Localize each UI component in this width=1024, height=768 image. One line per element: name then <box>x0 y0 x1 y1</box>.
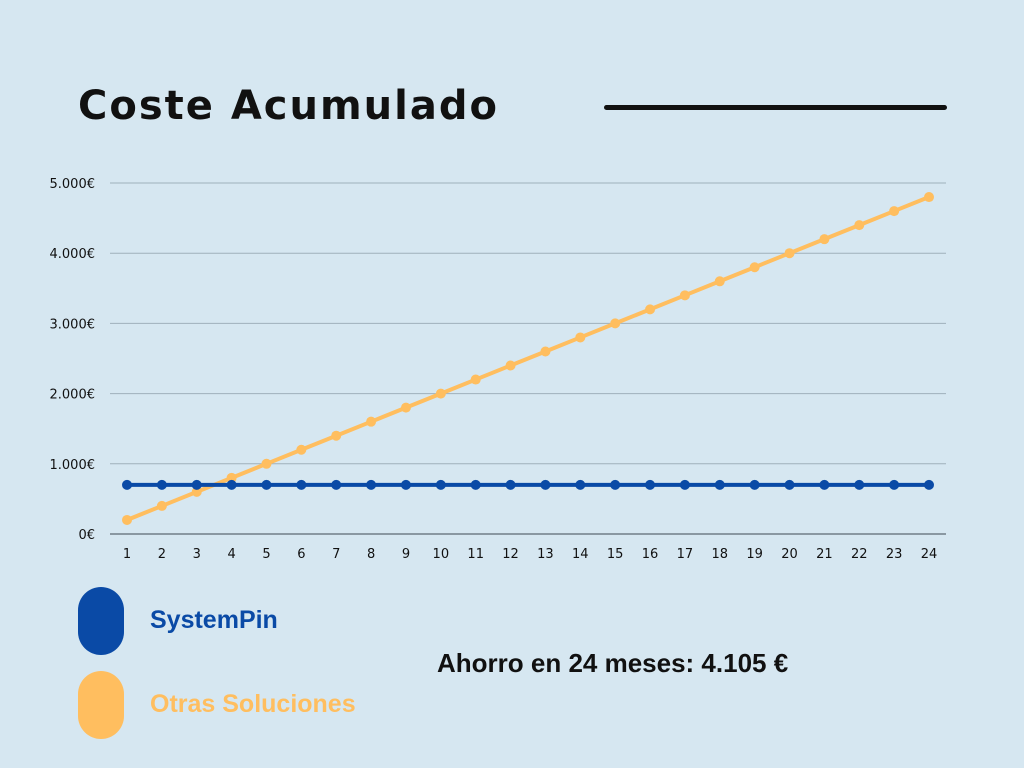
data-point-otras-soluciones <box>435 388 446 399</box>
data-point-systempin <box>261 479 272 490</box>
data-point-systempin <box>854 479 865 490</box>
data-point-systempin <box>366 479 377 490</box>
x-tick-label: 5 <box>262 547 270 562</box>
data-point-systempin <box>819 479 830 490</box>
x-tick-label: 8 <box>367 547 375 562</box>
x-tick-label: 11 <box>467 547 484 562</box>
data-point-otras-soluciones <box>191 486 202 497</box>
data-point-otras-soluciones <box>819 234 830 245</box>
x-tick-label: 17 <box>677 547 694 562</box>
data-point-systempin <box>122 479 132 490</box>
data-point-otras-soluciones <box>156 500 167 511</box>
chart-title: Coste Acumulado <box>78 83 499 129</box>
data-point-systempin <box>400 479 411 490</box>
data-point-systempin <box>156 479 167 490</box>
x-tick-label: 4 <box>227 547 235 562</box>
data-point-systempin <box>784 479 795 490</box>
x-tick-label: 16 <box>642 547 659 562</box>
data-point-otras-soluciones <box>540 346 551 357</box>
x-tick-label: 7 <box>332 547 340 562</box>
data-point-otras-soluciones <box>575 332 586 343</box>
data-point-otras-soluciones <box>679 290 690 301</box>
data-point-otras-soluciones <box>331 430 342 441</box>
data-point-otras-soluciones <box>470 374 481 385</box>
data-point-otras-soluciones <box>749 262 760 273</box>
data-point-otras-soluciones <box>366 416 377 427</box>
x-tick-label: 3 <box>193 547 201 562</box>
y-tick-label: 0€ <box>78 528 95 543</box>
data-point-systempin <box>889 479 900 490</box>
data-point-systempin <box>540 479 551 490</box>
data-point-otras-soluciones <box>296 444 307 455</box>
series-line-otras-soluciones <box>125 195 931 522</box>
x-tick-label: 21 <box>816 547 833 562</box>
series-lines <box>122 192 934 525</box>
data-point-otras-soluciones <box>610 318 621 329</box>
data-point-otras-soluciones <box>122 514 132 525</box>
legend-label-systempin: SystemPin <box>150 606 278 634</box>
data-point-systempin <box>505 479 516 490</box>
series-systempin <box>122 479 934 490</box>
data-point-systempin <box>714 479 725 490</box>
y-axis-tick-labels: 0€ 1.000€ 2.000€ 3.000€ 4.000€ 5.000€ <box>50 177 96 543</box>
data-point-otras-soluciones <box>226 472 237 483</box>
x-tick-label: 24 <box>921 547 938 562</box>
data-point-otras-soluciones <box>924 192 934 203</box>
data-point-systempin <box>191 479 202 490</box>
data-point-systempin <box>575 479 586 490</box>
x-tick-label: 12 <box>502 547 519 562</box>
x-tick-label: 14 <box>572 547 589 562</box>
data-point-systempin <box>749 479 760 490</box>
data-point-systempin <box>924 479 934 490</box>
data-point-otras-soluciones <box>645 304 656 315</box>
grid-lines <box>110 182 946 535</box>
x-tick-label: 18 <box>712 547 729 562</box>
y-tick-label: 3.000€ <box>50 317 96 332</box>
data-point-otras-soluciones <box>854 220 865 231</box>
x-tick-label: 20 <box>781 547 798 562</box>
x-axis-tick-labels: 1 2 3 4 5 6 7 8 9 10 11 12 13 14 15 16 17 18 19 20 21 22 23 24 <box>123 547 937 562</box>
legend-label-otras-soluciones: Otras Soluciones <box>150 690 356 718</box>
data-point-systempin <box>226 479 237 490</box>
x-tick-label: 15 <box>607 547 624 562</box>
data-point-systempin <box>296 479 307 490</box>
series-otras-soluciones <box>122 192 934 525</box>
legend-swatch-systempin <box>78 587 124 655</box>
data-point-systempin <box>435 479 446 490</box>
data-point-otras-soluciones <box>261 458 272 469</box>
x-tick-label: 23 <box>886 547 903 562</box>
data-point-systempin <box>331 479 342 490</box>
x-tick-label: 13 <box>537 547 554 562</box>
data-point-systempin <box>610 479 621 490</box>
x-tick-label: 19 <box>746 547 763 562</box>
data-point-otras-soluciones <box>505 360 516 371</box>
x-tick-label: 2 <box>158 547 166 562</box>
data-point-otras-soluciones <box>714 276 725 287</box>
legend-swatch-otras-soluciones <box>78 671 124 739</box>
x-tick-label: 1 <box>123 547 131 562</box>
x-tick-label: 9 <box>402 547 410 562</box>
y-tick-label: 4.000€ <box>50 247 96 262</box>
title-underline-decoration <box>604 105 947 110</box>
y-tick-label: 5.000€ <box>50 177 96 192</box>
savings-summary: Ahorro en 24 meses: 4.105 € <box>437 648 789 678</box>
data-point-otras-soluciones <box>889 206 900 217</box>
x-tick-label: 6 <box>297 547 305 562</box>
y-tick-label: 1.000€ <box>50 458 96 473</box>
data-point-systempin <box>679 479 690 490</box>
data-point-systempin <box>470 479 481 490</box>
data-point-otras-soluciones <box>784 248 795 259</box>
data-point-otras-soluciones <box>400 402 411 413</box>
data-point-systempin <box>645 479 656 490</box>
x-tick-label: 22 <box>851 547 868 562</box>
y-tick-label: 2.000€ <box>50 388 96 403</box>
x-tick-label: 10 <box>433 547 450 562</box>
